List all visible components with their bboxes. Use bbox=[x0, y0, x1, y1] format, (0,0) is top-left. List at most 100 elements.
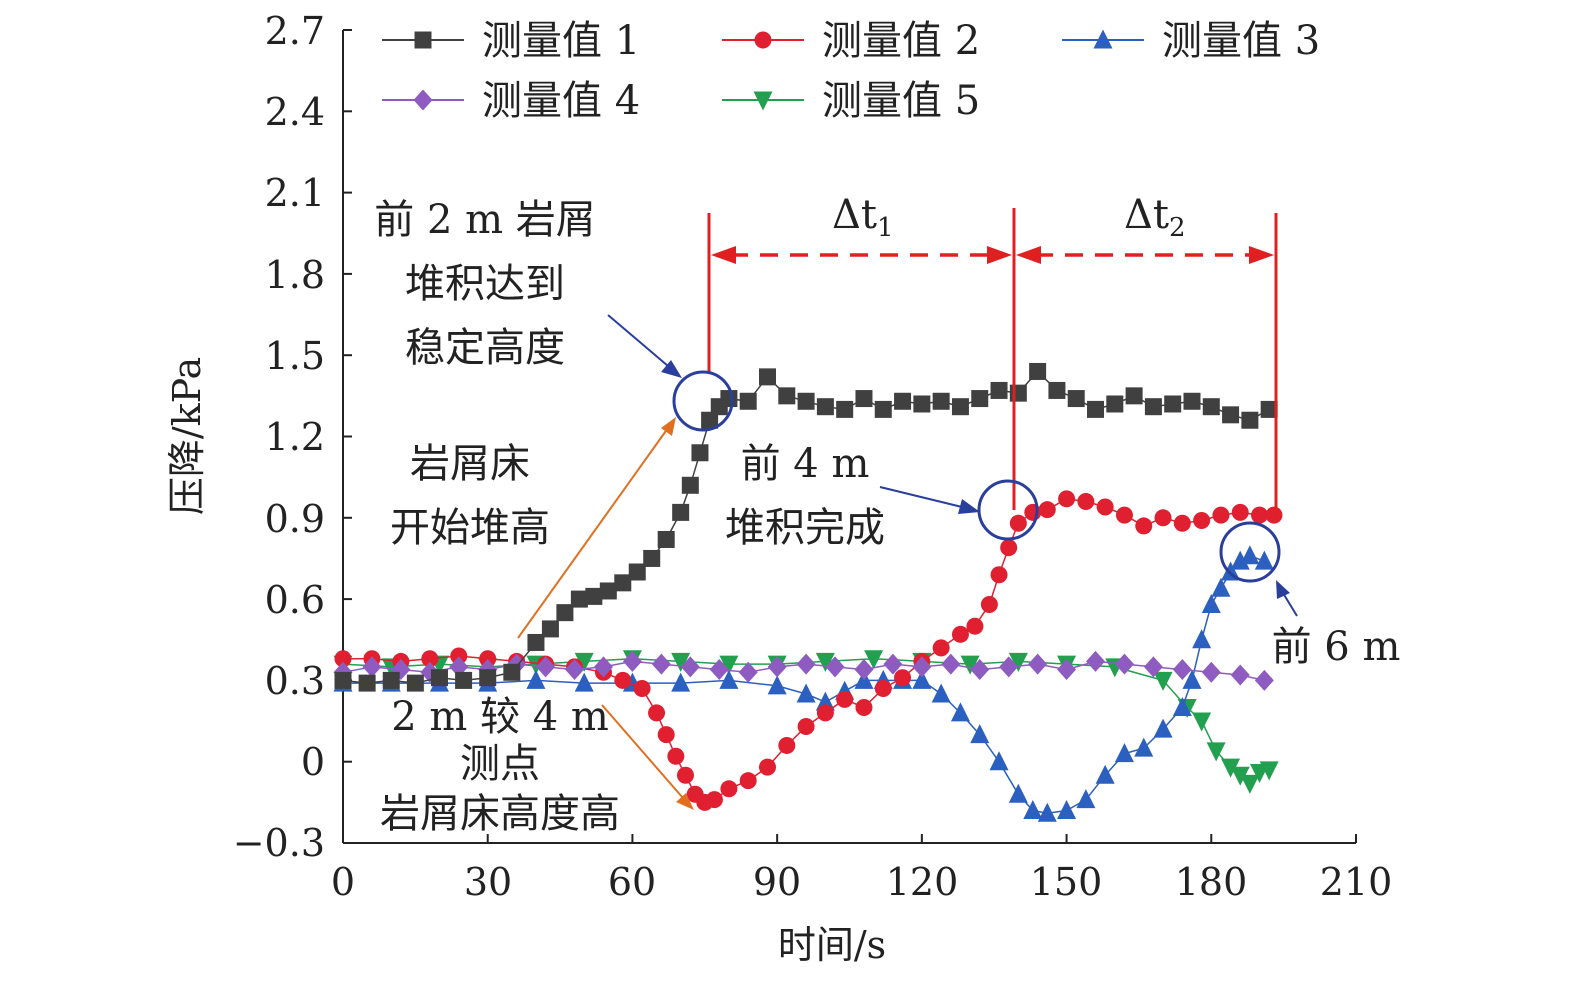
data-point bbox=[1106, 395, 1124, 413]
data-point bbox=[874, 680, 892, 698]
data-point bbox=[1134, 737, 1154, 757]
data-point bbox=[796, 653, 816, 675]
data-point bbox=[1087, 400, 1105, 418]
data-point bbox=[864, 650, 884, 670]
data-point bbox=[574, 672, 594, 692]
data-point bbox=[1230, 550, 1250, 570]
x-tick-labels: 0 30 60 90 120 150 180 210 bbox=[331, 860, 1392, 904]
data-point bbox=[990, 566, 1008, 584]
data-point bbox=[671, 652, 691, 672]
data-point bbox=[1153, 718, 1173, 738]
data-point bbox=[479, 669, 497, 687]
data-point bbox=[1057, 659, 1077, 681]
data-point bbox=[676, 766, 694, 784]
data-point bbox=[1192, 629, 1212, 649]
data-point bbox=[1230, 766, 1250, 786]
data-point bbox=[999, 656, 1019, 678]
data-point bbox=[1095, 764, 1115, 784]
legend-marker bbox=[414, 31, 432, 49]
data-point bbox=[1192, 712, 1212, 732]
x-tick-label: 180 bbox=[1175, 860, 1248, 904]
data-point bbox=[966, 617, 984, 635]
data-point bbox=[951, 625, 969, 643]
data-point bbox=[1206, 742, 1226, 762]
data-point bbox=[1009, 514, 1027, 532]
data-point bbox=[1076, 789, 1096, 809]
data-point bbox=[1038, 501, 1056, 519]
data-point bbox=[816, 398, 834, 416]
data-point bbox=[503, 663, 521, 681]
x-tick-label: 150 bbox=[1030, 860, 1103, 904]
data-point bbox=[1114, 653, 1134, 675]
data-point bbox=[1125, 387, 1143, 405]
arrow-stable-height bbox=[607, 314, 669, 367]
x-tick-label: 0 bbox=[331, 860, 355, 904]
legend-item-3: 测量值 3 bbox=[1062, 18, 1320, 64]
data-point bbox=[720, 390, 738, 408]
arrow-6m bbox=[1282, 592, 1298, 617]
data-point bbox=[701, 411, 719, 429]
legend-item-1: 测量值 1 bbox=[382, 18, 640, 64]
data-point bbox=[334, 671, 352, 689]
data-point bbox=[334, 650, 352, 668]
y-tick-label: 0.6 bbox=[265, 578, 325, 622]
data-point bbox=[1183, 392, 1201, 410]
highlight-circle-2 bbox=[977, 479, 1039, 541]
data-point bbox=[1254, 550, 1274, 570]
x-tick-label: 120 bbox=[886, 860, 959, 904]
axis-ticks bbox=[342, 29, 1357, 844]
y-tick-label: 2.4 bbox=[265, 90, 325, 134]
data-point bbox=[1008, 783, 1028, 803]
arrow-bed-rise bbox=[517, 427, 669, 639]
data-point bbox=[709, 659, 729, 681]
data-point bbox=[657, 726, 675, 744]
series-layer bbox=[333, 362, 1283, 822]
data-point bbox=[990, 381, 1008, 399]
series-1 bbox=[334, 362, 1278, 692]
annotations: 前 2 m 岩屑 堆积达到 稳定高度 岩屑床 开始堆高 前 4 m 堆积完成 2… bbox=[374, 197, 1400, 837]
legend-label: 测量值 1 bbox=[482, 18, 640, 64]
data-point bbox=[421, 650, 439, 668]
data-point bbox=[593, 656, 613, 678]
legend-item-5: 测量值 5 bbox=[722, 78, 980, 124]
data-point bbox=[1058, 490, 1076, 508]
annotation-compare-line1: 2 m 较 4 m bbox=[391, 694, 609, 740]
data-point bbox=[691, 444, 709, 462]
data-point bbox=[1077, 493, 1095, 511]
data-point bbox=[1048, 381, 1066, 399]
x-tick-label: 30 bbox=[464, 860, 512, 904]
legend-label: 测量值 4 bbox=[482, 78, 640, 124]
data-point bbox=[556, 604, 574, 622]
annotation-compare-line3: 岩屑床高度高 bbox=[380, 791, 620, 837]
dt1-arrow-left bbox=[711, 246, 736, 264]
legend-marker bbox=[413, 89, 433, 111]
data-point bbox=[455, 671, 473, 689]
data-point bbox=[855, 699, 873, 716]
x-tick-label: 60 bbox=[608, 860, 656, 904]
dt2-arrow-right bbox=[1249, 246, 1274, 264]
data-point bbox=[681, 476, 699, 494]
legend-marker bbox=[1093, 29, 1113, 49]
annotation-4m-line1: 前 4 m bbox=[741, 441, 870, 487]
data-point bbox=[912, 656, 932, 678]
arrow-6m-head bbox=[1276, 580, 1290, 599]
data-point bbox=[614, 574, 632, 592]
data-point bbox=[1230, 664, 1250, 686]
data-point bbox=[1153, 671, 1173, 691]
data-point bbox=[970, 659, 990, 681]
highlight-circle-1 bbox=[672, 370, 734, 432]
data-point bbox=[1057, 799, 1077, 819]
annotation-2m-stable-line3: 稳定高度 bbox=[405, 325, 565, 371]
data-point bbox=[450, 647, 468, 665]
x-axis-label: 时间/s bbox=[778, 923, 886, 967]
legend-marker bbox=[754, 31, 772, 49]
data-point bbox=[720, 780, 738, 798]
data-point bbox=[1212, 506, 1230, 524]
data-point bbox=[854, 659, 874, 681]
annotation-4m-line2: 堆积完成 bbox=[725, 505, 885, 551]
legend-item-4: 测量值 4 bbox=[382, 78, 640, 124]
data-point bbox=[932, 639, 950, 657]
y-tick-label: 0.3 bbox=[265, 659, 325, 703]
data-point bbox=[960, 655, 980, 675]
data-point bbox=[719, 669, 739, 689]
